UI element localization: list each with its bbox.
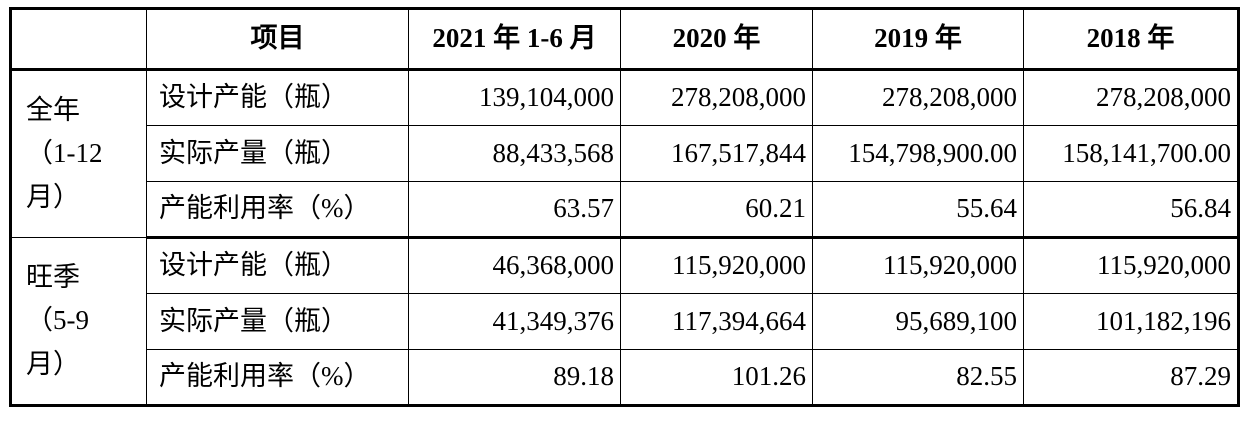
value-cell: 95,689,100 [812, 293, 1024, 350]
header-row: 项目 2021 年 1-6 月 2020 年 2019 年 2018 年 [10, 8, 1239, 71]
value-cell: 41,349,376 [408, 293, 621, 350]
table-row: 实际产量（瓶） 41,349,376 117,394,664 95,689,10… [11, 293, 1239, 350]
value-cell: 158,141,700.00 [1023, 125, 1239, 182]
group-label-line: （5-9 [26, 305, 89, 336]
value-cell: 87.29 [1023, 349, 1239, 406]
value-cell: 278,208,000 [1023, 69, 1239, 126]
header-cell-blank [10, 8, 147, 71]
table-row: 旺季 （5-9 月） 设计产能（瓶） 46,368,000 115,920,00… [10, 237, 1239, 406]
value-cell: 63.57 [408, 181, 621, 239]
item-cell: 产能利用率（%） [146, 181, 409, 239]
group-label-peak-season: 旺季 （5-9 月） [10, 237, 147, 406]
value-cell: 115,920,000 [620, 237, 813, 294]
group-label-line: 全年 [26, 95, 80, 126]
value-cell: 278,208,000 [620, 69, 813, 126]
capacity-table: 项目 2021 年 1-6 月 2020 年 2019 年 2018 年 全年 … [9, 7, 1240, 407]
item-cell: 产能利用率（%） [146, 349, 409, 406]
table-row: 产能利用率（%） 63.57 60.21 55.64 56.84 [11, 181, 1239, 239]
group-label-line: 旺季 [26, 262, 80, 293]
value-cell: 101,182,196 [1023, 293, 1239, 350]
value-cell: 60.21 [620, 181, 813, 239]
table-row: 全年 （1-12 月） 设计产能（瓶） 139,104,000 278,208,… [10, 69, 1239, 238]
item-cell: 设计产能（瓶） [146, 237, 409, 294]
table-row: 产能利用率（%） 89.18 101.26 82.55 87.29 [11, 349, 1239, 406]
group-label-line: （1-12 [26, 138, 103, 169]
header-cell-2019: 2019 年 [812, 8, 1024, 71]
header-cell-2018: 2018 年 [1023, 8, 1239, 71]
value-cell: 278,208,000 [812, 69, 1024, 126]
value-cell: 89.18 [408, 349, 621, 406]
value-cell: 101.26 [620, 349, 813, 406]
value-cell: 115,920,000 [1023, 237, 1239, 294]
group-label-full-year: 全年 （1-12 月） [10, 69, 147, 238]
value-cell: 82.55 [812, 349, 1024, 406]
item-cell: 实际产量（瓶） [146, 293, 409, 350]
value-cell: 88,433,568 [408, 125, 621, 182]
header-cell-2021h1: 2021 年 1-6 月 [408, 8, 621, 71]
item-cell: 实际产量（瓶） [146, 125, 409, 182]
capacity-table-container: 项目 2021 年 1-6 月 2020 年 2019 年 2018 年 全年 … [9, 7, 1240, 407]
value-cell: 117,394,664 [620, 293, 813, 350]
header-cell-2020: 2020 年 [620, 8, 813, 71]
value-cell: 55.64 [812, 181, 1024, 239]
value-cell: 154,798,900.00 [812, 125, 1024, 182]
item-cell: 设计产能（瓶） [146, 69, 409, 126]
value-cell: 139,104,000 [408, 69, 621, 126]
group-label-line: 月） [26, 181, 80, 212]
value-cell: 115,920,000 [812, 237, 1024, 294]
header-cell-item: 项目 [146, 8, 409, 71]
value-cell: 167,517,844 [620, 125, 813, 182]
value-cell: 46,368,000 [408, 237, 621, 294]
group-label-line: 月） [26, 348, 80, 379]
value-cell: 56.84 [1023, 181, 1239, 239]
table-row: 实际产量（瓶） 88,433,568 167,517,844 154,798,9… [11, 125, 1239, 182]
